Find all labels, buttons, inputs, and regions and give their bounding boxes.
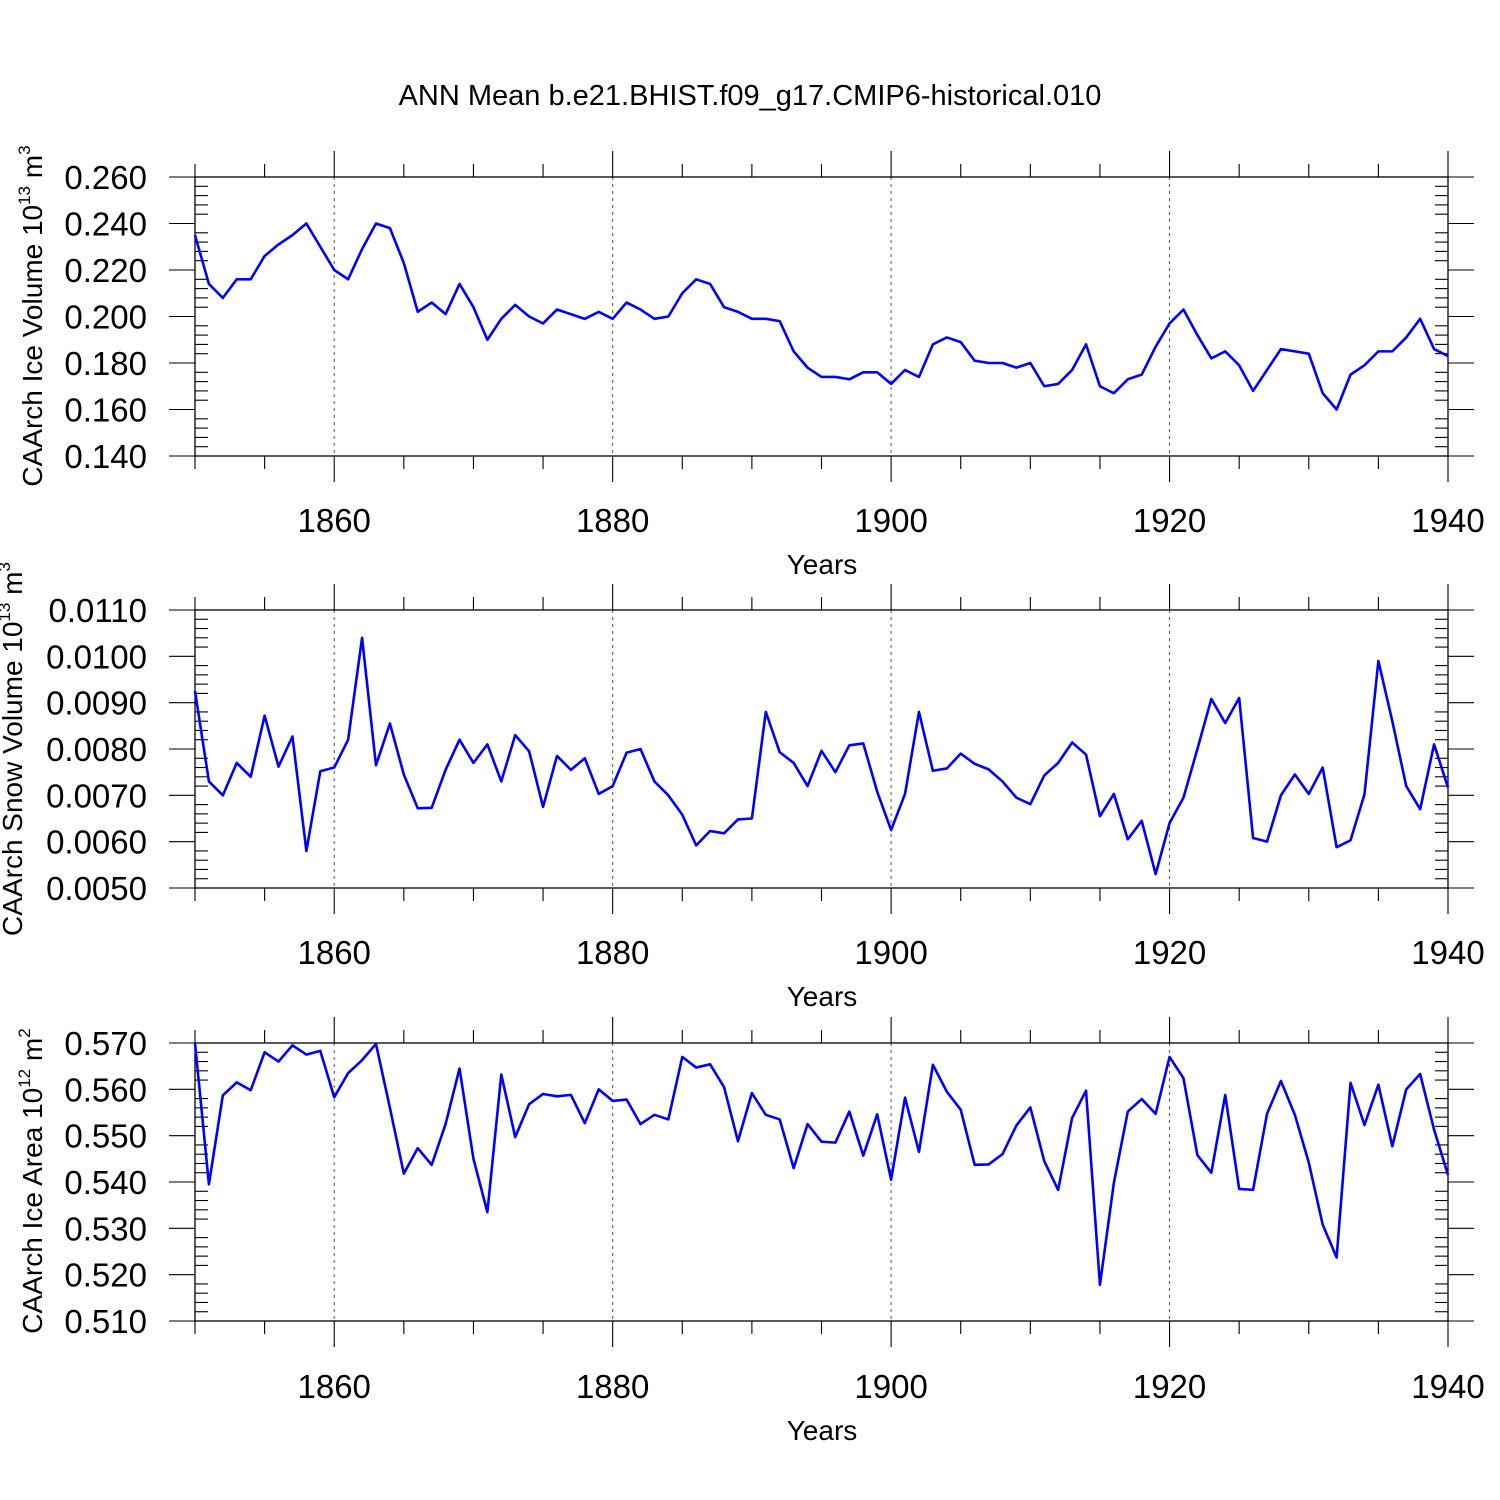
y-axis-label: CAArch Ice Volume 1013 m3: [15, 145, 48, 486]
x-tick-label: 1900: [854, 934, 927, 971]
ice-volume-panel: Years CAArch Ice Volume 1013 m3 1860 1880…: [15, 145, 1485, 580]
x-tick-label: 1900: [854, 1368, 927, 1405]
x-tick-label: 1880: [576, 502, 649, 539]
y-tick-label: 0.530: [64, 1210, 147, 1247]
x-tick-label: 1900: [854, 502, 927, 539]
y-tick-label: 0.550: [64, 1118, 147, 1155]
x-axis-label: Years: [787, 981, 858, 1012]
y-tick-label: 0.0080: [46, 731, 147, 768]
y-tick-label: 0.540: [64, 1164, 147, 1201]
x-tick-label: 1860: [298, 1368, 371, 1405]
y-tick-label: 0.0100: [46, 638, 147, 675]
series-line: [193, 222, 1449, 411]
x-tick-label: 1940: [1411, 934, 1484, 971]
y-tick-label: 0.160: [64, 392, 147, 429]
figure-title: ANN Mean b.e21.BHIST.f09_g17.CMIP6-histo…: [399, 80, 1102, 112]
y-tick-label: 0.220: [64, 252, 147, 289]
x-tick-label: 1860: [298, 502, 371, 539]
y-axis-label: CAArch Ice Area 1012 m2: [15, 1028, 48, 1333]
series-line: [193, 1042, 1450, 1287]
y-tick-label: 0.560: [64, 1071, 147, 1108]
x-tick-label: 1880: [576, 934, 649, 971]
x-tick-label: 1920: [1133, 502, 1206, 539]
y-tick-label: 0.0110: [49, 592, 147, 629]
ice-area-panel: Years CAArch Ice Area 1012 m2 1860 1880 19…: [15, 1017, 1485, 1446]
x-tick-label: 1940: [1411, 1368, 1484, 1405]
plot-frame: [194, 609, 1449, 889]
y-tick-label: 0.0070: [46, 777, 147, 814]
y-tick-label: 0.180: [64, 345, 147, 382]
plot-frame: [194, 176, 1449, 457]
y-tick-label: 0.140: [64, 438, 147, 475]
x-axis-label: Years: [787, 1415, 858, 1446]
y-tick-label: 0.520: [64, 1257, 147, 1294]
y-tick-label: 0.0090: [46, 685, 147, 722]
y-axis-label: CAArch Snow Volume 1013 m3: [0, 562, 28, 936]
y-tick-label: 0.570: [64, 1025, 147, 1062]
x-tick-label: 1880: [576, 1368, 649, 1405]
y-tick-label: 0.510: [64, 1303, 147, 1340]
x-tick-label: 1920: [1133, 1368, 1206, 1405]
x-tick-label: 1940: [1411, 502, 1484, 539]
plot-frame: [194, 1042, 1449, 1322]
series-line: [193, 636, 1450, 876]
y-tick-label: 0.260: [64, 159, 147, 196]
x-tick-label: 1920: [1133, 934, 1206, 971]
y-tick-label: 0.0060: [46, 824, 147, 861]
y-tick-label: 0.0050: [46, 870, 147, 907]
snow-volume-panel: Years CAArch Snow Volume 1013 m3 1860 188…: [0, 562, 1485, 1012]
x-axis-label: Years: [787, 549, 858, 580]
x-tick-label: 1860: [298, 934, 371, 971]
y-tick-label: 0.240: [64, 206, 147, 243]
y-tick-label: 0.200: [64, 299, 147, 336]
